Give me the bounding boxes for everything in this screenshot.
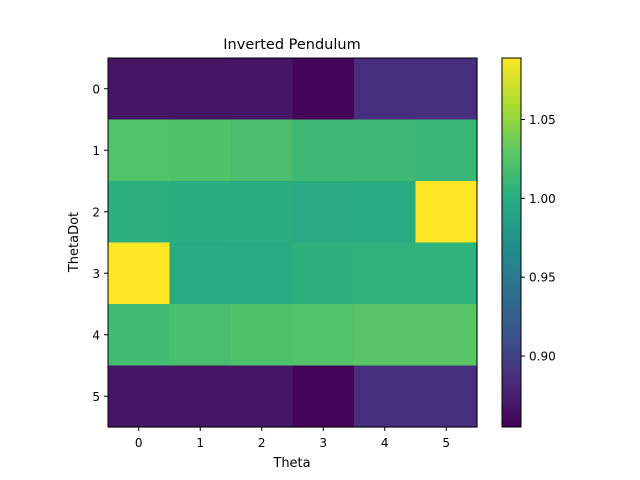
heatmap-cell xyxy=(108,58,171,121)
heatmap-cell xyxy=(415,119,478,182)
heatmap-cell xyxy=(415,365,478,428)
colorbar-tick-label: 1.05 xyxy=(529,113,556,127)
heatmap-cell xyxy=(231,242,294,305)
y-tick-label: 1 xyxy=(92,144,100,158)
heatmap-cell xyxy=(292,119,355,182)
heatmap-cell xyxy=(292,365,355,428)
heatmap-cell xyxy=(231,119,294,182)
heatmap-cell xyxy=(354,58,417,121)
heatmap-cell xyxy=(108,304,171,367)
x-tick-label: 4 xyxy=(381,436,389,450)
heatmap-cell xyxy=(169,365,232,428)
x-tick-label: 2 xyxy=(258,436,266,450)
heatmap-cell xyxy=(292,181,355,244)
colorbar-tick-label: 0.95 xyxy=(529,271,556,285)
chart-title: Inverted Pendulum xyxy=(223,37,360,53)
colorbar-ticks: 0.90 0.95 1.00 1.05 xyxy=(521,113,556,364)
x-tick-label: 1 xyxy=(196,436,204,450)
heatmap-cell xyxy=(108,119,171,182)
heatmap-cell xyxy=(108,181,171,244)
heatmap-cell xyxy=(354,304,417,367)
colorbar-tick-label: 1.00 xyxy=(529,192,556,206)
heatmap-cell xyxy=(231,58,294,121)
x-axis-label: Theta xyxy=(272,456,310,471)
plot-frame xyxy=(107,57,478,428)
colorbar xyxy=(501,57,522,428)
heatmap-cell xyxy=(169,181,232,244)
y-axis-label: ThetaDot xyxy=(67,212,82,273)
colorbar-tick-label: 0.90 xyxy=(529,350,556,364)
heatmap-cells xyxy=(108,58,478,428)
heatmap-cell xyxy=(415,304,478,367)
heatmap-cell xyxy=(354,365,417,428)
heatmap-cell xyxy=(231,181,294,244)
heatmap-cell xyxy=(169,304,232,367)
heatmap-cell xyxy=(415,58,478,121)
heatmap-cell xyxy=(231,304,294,367)
heatmap-cell xyxy=(415,242,478,305)
heatmap-cell xyxy=(292,242,355,305)
heatmap-cell xyxy=(108,242,171,305)
y-tick-label: 0 xyxy=(92,82,100,96)
x-axis-ticks: 0 1 2 3 4 5 xyxy=(135,427,450,450)
heatmap-cell xyxy=(292,304,355,367)
y-axis-ticks: 0 1 2 3 4 5 xyxy=(92,82,108,404)
heatmap-cell xyxy=(231,365,294,428)
x-tick-label: 5 xyxy=(442,436,450,450)
y-tick-label: 4 xyxy=(92,328,100,342)
heatmap-cell xyxy=(354,181,417,244)
heatmap-cell xyxy=(169,58,232,121)
y-tick-label: 2 xyxy=(92,205,100,219)
heatmap-cell xyxy=(415,181,478,244)
heatmap-cell xyxy=(169,242,232,305)
heatmap-cell xyxy=(108,365,171,428)
heatmap-cell xyxy=(354,119,417,182)
heatmap-cell xyxy=(292,58,355,121)
y-tick-label: 3 xyxy=(92,267,100,281)
heatmap-cell xyxy=(354,242,417,305)
x-tick-label: 0 xyxy=(135,436,143,450)
heatmap-cell xyxy=(169,119,232,182)
y-tick-label: 5 xyxy=(92,390,100,404)
x-tick-label: 3 xyxy=(319,436,327,450)
